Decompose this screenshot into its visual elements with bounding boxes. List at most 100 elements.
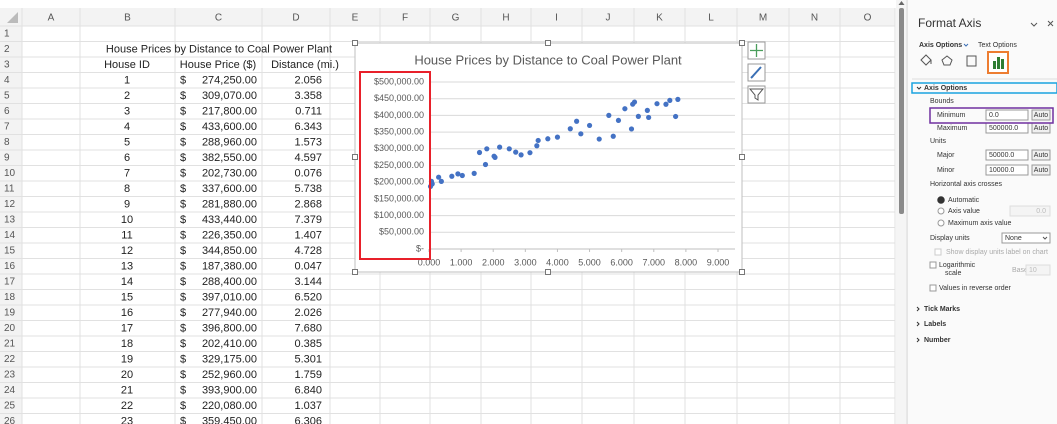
checkbox[interactable] xyxy=(929,261,937,269)
resize-handle[interactable] xyxy=(739,154,745,160)
field-value[interactable]: 50000.0 xyxy=(989,152,1014,159)
field-input[interactable] xyxy=(985,164,1029,176)
row-header[interactable]: 9 xyxy=(4,153,10,164)
resize-handle[interactable] xyxy=(352,154,358,160)
row-header[interactable]: 20 xyxy=(4,323,16,334)
row-header[interactable]: 14 xyxy=(4,230,16,241)
scroll-up[interactable] xyxy=(898,1,905,5)
row-header[interactable]: 4 xyxy=(4,75,10,86)
fill-line-icon[interactable] xyxy=(920,54,932,66)
auto-label[interactable]: Auto xyxy=(1034,125,1049,132)
field-value[interactable]: 0.0 xyxy=(989,112,999,119)
row-header[interactable]: 19 xyxy=(4,308,16,319)
select-all[interactable] xyxy=(7,12,18,23)
house-price: 288,960.00 xyxy=(202,136,257,148)
collapsed-section[interactable]: Tick Marks xyxy=(924,306,960,313)
resize-handle[interactable] xyxy=(739,269,745,275)
scrollbar-thumb[interactable] xyxy=(899,8,904,214)
auto-button[interactable] xyxy=(1031,164,1051,176)
resize-handle[interactable] xyxy=(352,269,358,275)
column-header[interactable]: K xyxy=(656,13,663,24)
row-header[interactable]: 8 xyxy=(4,137,10,148)
radio-label[interactable]: Automatic xyxy=(948,197,980,204)
tab-axis-options[interactable]: Axis Options xyxy=(919,42,962,49)
column-header[interactable]: E xyxy=(352,13,359,24)
section-chevron[interactable] xyxy=(916,306,920,312)
display-units-select[interactable] xyxy=(1001,232,1051,244)
row-header[interactable]: 2 xyxy=(4,44,10,55)
column-header[interactable]: A xyxy=(48,13,55,24)
radio-label[interactable]: Axis value xyxy=(948,208,980,215)
pane-options-chevron[interactable] xyxy=(1030,22,1038,27)
resize-handle[interactable] xyxy=(739,40,745,46)
log-label[interactable]: Logarithmic xyxy=(939,262,976,269)
section-chevron[interactable] xyxy=(916,86,922,90)
auto-label[interactable]: Auto xyxy=(1034,167,1049,174)
row-header[interactable]: 21 xyxy=(4,339,16,350)
column-header[interactable]: H xyxy=(502,13,509,24)
reverse-label[interactable]: Values in reverse order xyxy=(939,285,1012,292)
size-icon[interactable] xyxy=(966,55,977,67)
effects-icon[interactable] xyxy=(941,55,953,66)
column-header[interactable]: D xyxy=(292,13,299,24)
collapsed-section[interactable]: Labels xyxy=(924,321,946,328)
radio[interactable] xyxy=(937,196,945,204)
row-header[interactable]: 23 xyxy=(4,370,16,381)
log-label[interactable]: scale xyxy=(945,270,961,277)
column-header[interactable]: J xyxy=(606,13,611,24)
row-header[interactable]: 25 xyxy=(4,401,16,412)
field-input[interactable] xyxy=(985,149,1029,161)
row-header[interactable]: 26 xyxy=(4,416,16,424)
column-header[interactable]: O xyxy=(864,13,872,24)
row-header[interactable]: 6 xyxy=(4,106,10,117)
column-header[interactable]: C xyxy=(215,13,222,24)
auto-button[interactable] xyxy=(1031,149,1051,161)
column-header[interactable]: F xyxy=(402,13,408,24)
column-header[interactable]: G xyxy=(452,13,460,24)
resize-handle[interactable] xyxy=(545,269,551,275)
section-chevron[interactable] xyxy=(916,337,920,343)
section-chevron[interactable] xyxy=(916,321,920,327)
row-header[interactable]: 1 xyxy=(4,29,10,40)
tab-text-options[interactable]: Text Options xyxy=(978,42,1017,49)
column-header[interactable]: L xyxy=(708,13,714,24)
row-header[interactable]: 13 xyxy=(4,215,16,226)
row-header[interactable]: 15 xyxy=(4,246,16,257)
row-header[interactable]: 12 xyxy=(4,199,16,210)
chart-filters-button[interactable] xyxy=(747,85,766,104)
tab-chevron[interactable] xyxy=(963,43,969,47)
row-header[interactable]: 22 xyxy=(4,354,16,365)
radio[interactable] xyxy=(937,219,945,227)
resize-handle[interactable] xyxy=(545,40,551,46)
auto-button[interactable] xyxy=(1031,109,1051,121)
chart[interactable]: House Prices by Distance to Coal Power P… xyxy=(352,40,766,275)
row-header[interactable]: 11 xyxy=(4,184,15,195)
field-input[interactable] xyxy=(985,109,1029,121)
pane-close[interactable] xyxy=(1047,20,1054,27)
display-units-value[interactable]: None xyxy=(1005,235,1022,242)
field-value[interactable]: 10000.0 xyxy=(989,167,1014,174)
data-point xyxy=(491,153,497,159)
column-header[interactable]: M xyxy=(759,13,767,24)
row-header[interactable]: 17 xyxy=(4,277,16,288)
radio-label[interactable]: Maximum axis value xyxy=(948,220,1012,227)
field-value[interactable]: 500000.0 xyxy=(989,125,1018,132)
row-header[interactable]: 7 xyxy=(4,122,10,133)
radio[interactable] xyxy=(937,207,945,215)
auto-label[interactable]: Auto xyxy=(1034,112,1049,119)
row-header[interactable]: 3 xyxy=(4,60,10,71)
column-header[interactable]: B xyxy=(124,13,131,24)
section-title[interactable]: Axis Options xyxy=(924,85,967,92)
column-header[interactable]: N xyxy=(811,13,818,24)
data-point xyxy=(673,113,679,120)
row-header[interactable]: 5 xyxy=(4,91,10,102)
collapsed-section[interactable]: Number xyxy=(924,337,951,344)
row-header[interactable]: 18 xyxy=(4,292,16,303)
auto-label[interactable]: Auto xyxy=(1034,152,1049,159)
resize-handle[interactable] xyxy=(352,40,358,46)
column-header[interactable]: I xyxy=(555,13,558,24)
row-header[interactable]: 24 xyxy=(4,385,16,396)
checkbox[interactable] xyxy=(929,284,937,292)
row-header[interactable]: 10 xyxy=(4,168,16,179)
row-header[interactable]: 16 xyxy=(4,261,16,272)
